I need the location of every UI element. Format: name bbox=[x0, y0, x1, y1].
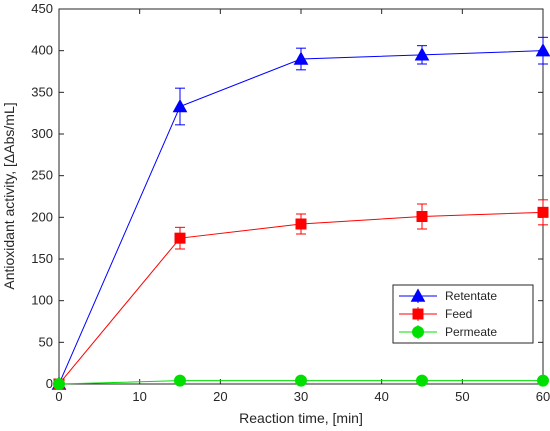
x-tick-label: 10 bbox=[132, 389, 146, 404]
x-axis-label: Reaction time, [min] bbox=[239, 410, 363, 426]
x-tick-label: 30 bbox=[294, 389, 308, 404]
permeate-point bbox=[53, 378, 65, 390]
feed-point bbox=[174, 232, 186, 244]
y-tick-label: 400 bbox=[31, 43, 53, 58]
y-tick-label: 200 bbox=[31, 209, 53, 224]
legend-feed-label: Feed bbox=[445, 307, 472, 321]
x-tick-label: 60 bbox=[536, 389, 550, 404]
legend-permeate-marker bbox=[412, 326, 424, 338]
x-axis: 0 10 20 30 40 50 60 bbox=[55, 9, 550, 404]
feed-point bbox=[416, 211, 428, 222]
series-layer bbox=[51, 36, 550, 390]
retentate-point bbox=[172, 98, 188, 113]
retentate-point bbox=[293, 51, 309, 65]
y-tick-label: 100 bbox=[31, 293, 53, 308]
y-tick-label: 0 bbox=[46, 376, 53, 391]
feed-point bbox=[537, 206, 549, 218]
permeate-point bbox=[416, 374, 428, 387]
feed-point bbox=[295, 218, 307, 230]
permeate-point bbox=[295, 374, 307, 387]
retentate-point bbox=[414, 47, 430, 61]
legend-feed-marker bbox=[412, 308, 424, 320]
retentate-point bbox=[535, 43, 550, 57]
x-tick-label: 20 bbox=[213, 389, 227, 404]
permeate-point bbox=[174, 374, 186, 387]
legend-retentate-label: Retentate bbox=[445, 289, 497, 303]
x-tick-label: 50 bbox=[455, 389, 469, 404]
y-tick-label: 150 bbox=[31, 251, 53, 266]
y-tick-label: 250 bbox=[31, 168, 53, 183]
x-tick-label: 40 bbox=[374, 389, 388, 404]
y-tick-label: 350 bbox=[31, 84, 53, 99]
y-axis-label: Antioxidant activity, [ΔAbs/mL] bbox=[1, 102, 17, 289]
permeate-point bbox=[537, 374, 549, 387]
legend-retentate-marker bbox=[410, 288, 426, 302]
y-tick-label: 50 bbox=[39, 334, 53, 349]
legend-permeate-label: Permeate bbox=[445, 325, 497, 339]
y-tick-label: 300 bbox=[31, 126, 53, 141]
y-axis: 0 50 100 150 200 250 300 350 400 450 bbox=[31, 1, 543, 391]
series-permeate bbox=[53, 374, 549, 390]
y-tick-label: 450 bbox=[31, 1, 53, 16]
x-tick-label: 0 bbox=[55, 389, 62, 404]
legend: Retentate Feed Permeate bbox=[392, 284, 534, 344]
